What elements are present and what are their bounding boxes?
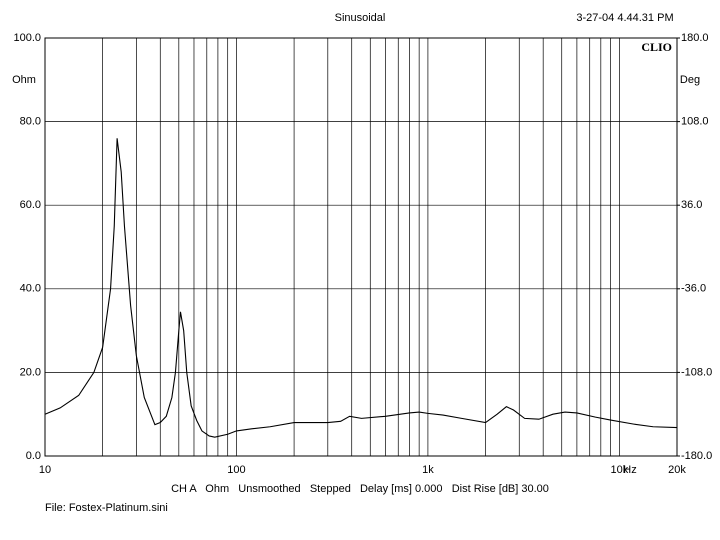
y-tick-label: 80.0 — [20, 116, 41, 128]
y2-tick-label: -180.0 — [681, 450, 712, 462]
y2-tick-label: -36.0 — [681, 283, 706, 295]
x-tick-label: 100 — [227, 464, 245, 476]
y-tick-label: 20.0 — [20, 366, 41, 378]
y-axis-label: Ohm — [12, 74, 36, 86]
timestamp: 3-27-04 4.44.31 PM — [576, 12, 673, 24]
y2-axis-label: Deg — [680, 74, 700, 86]
plot-frame — [44, 37, 678, 457]
y-tick-label: 100.0 — [13, 32, 41, 44]
x-tick-label: 20k — [668, 464, 686, 476]
y2-tick-label: 36.0 — [681, 199, 702, 211]
y-tick-label: 40.0 — [20, 283, 41, 295]
y2-tick-label: 180.0 — [681, 32, 709, 44]
footer: CH A Ohm Unsmoothed Stepped Delay [ms] 0… — [171, 483, 549, 495]
x-axis-label: Hz — [623, 464, 636, 476]
x-tick-label: 1k — [422, 464, 434, 476]
y2-tick-label: -108.0 — [681, 366, 712, 378]
impedance-line — [44, 138, 678, 438]
x-tick-label: 10 — [39, 464, 51, 476]
y-tick-label: 0.0 — [26, 450, 41, 462]
file-name: File: Fostex-Platinum.sini — [45, 502, 168, 514]
brand: CLIO — [641, 40, 672, 54]
y-tick-label: 60.0 — [20, 199, 41, 211]
y2-tick-label: 108.0 — [681, 116, 709, 128]
x-tick-label: 10k — [610, 464, 628, 476]
chart-title: Sinusoidal — [335, 12, 386, 24]
